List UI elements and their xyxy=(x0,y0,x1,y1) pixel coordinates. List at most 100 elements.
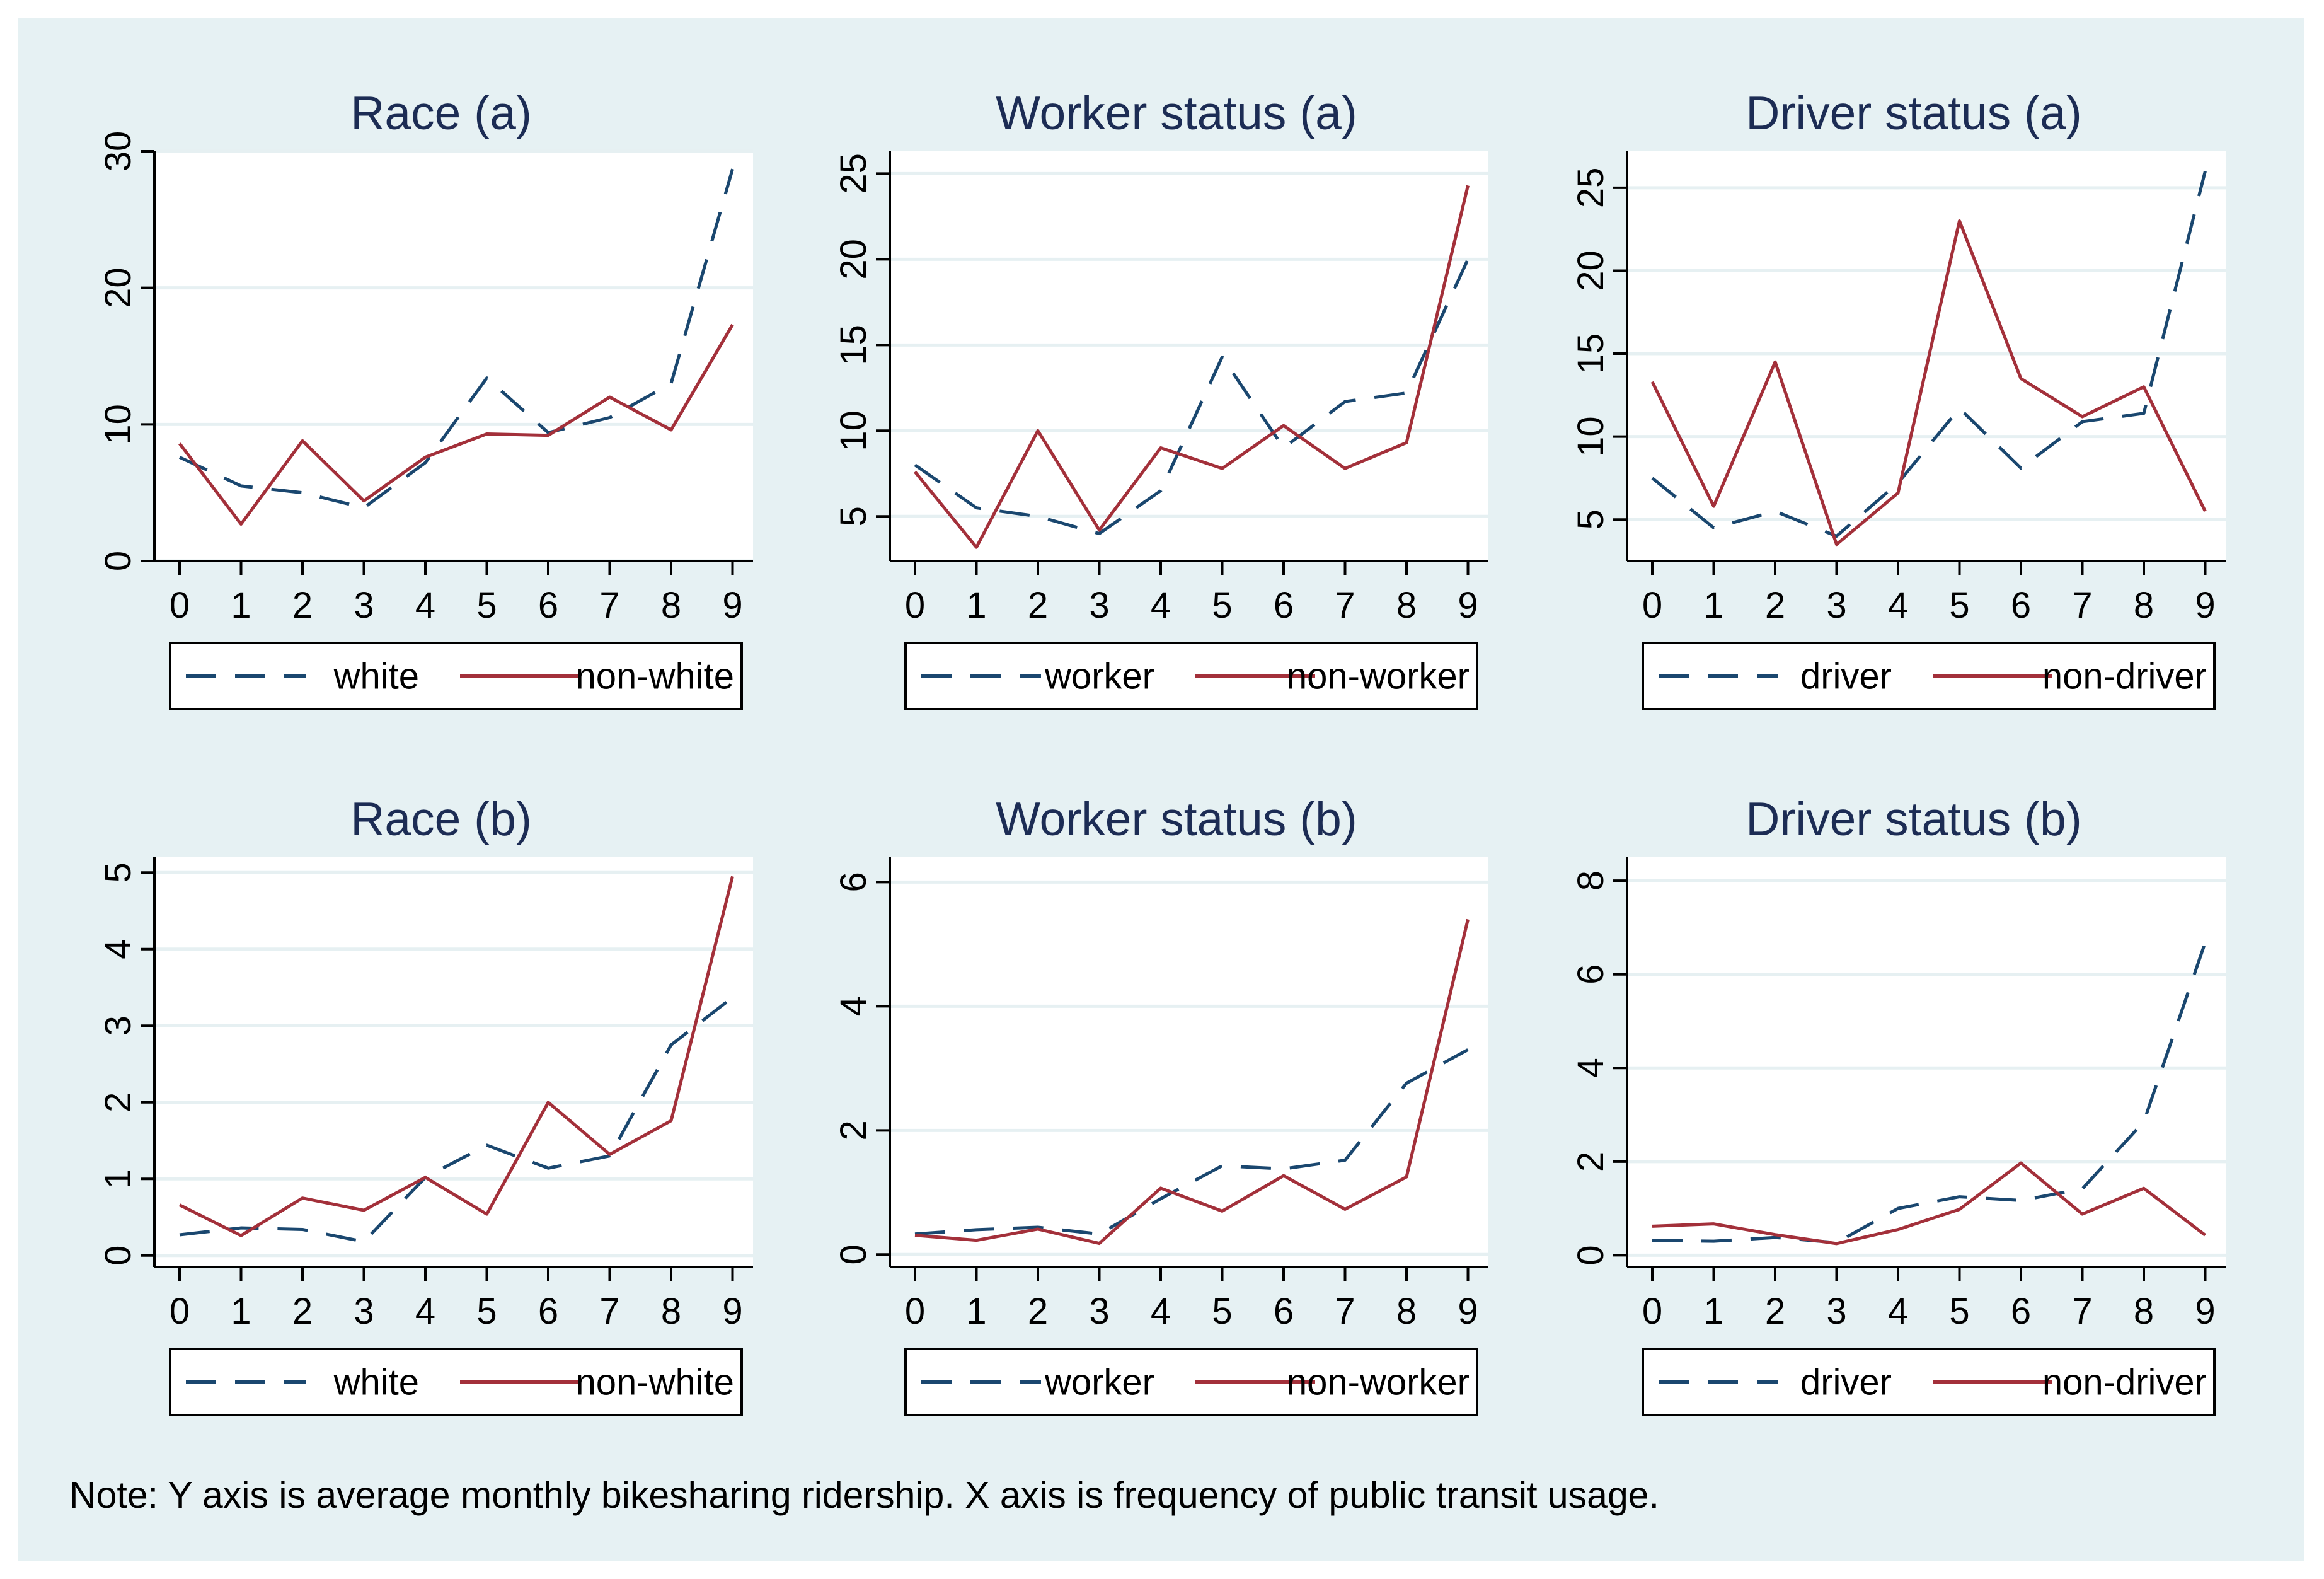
y-tick-label: 5 xyxy=(1570,509,1611,529)
x-tick-label: 1 xyxy=(231,1291,251,1332)
chart-title: Race (b) xyxy=(350,792,532,845)
x-tick-label: 9 xyxy=(722,585,742,626)
x-tick-label: 9 xyxy=(722,1291,742,1332)
y-tick-label: 2 xyxy=(98,1092,139,1113)
chart-title: Driver status (b) xyxy=(1746,792,2081,845)
x-tick-label: 5 xyxy=(1949,585,1969,626)
y-tick-label: 15 xyxy=(1570,333,1611,374)
legend-label: driver xyxy=(1800,656,1892,697)
x-tick-label: 3 xyxy=(354,1291,374,1332)
x-tick-label: 4 xyxy=(1888,585,1908,626)
x-tick-label: 2 xyxy=(1028,1291,1048,1332)
plot-area xyxy=(890,857,1488,1267)
y-tick-label: 0 xyxy=(833,1244,874,1264)
x-tick-label: 3 xyxy=(1826,1291,1846,1332)
plot-area xyxy=(1627,151,2226,561)
plot-area xyxy=(154,151,753,561)
x-tick-label: 8 xyxy=(1396,1291,1417,1332)
x-tick-label: 2 xyxy=(1028,585,1048,626)
y-tick-label: 4 xyxy=(833,996,874,1016)
x-tick-label: 0 xyxy=(170,1291,190,1332)
x-tick-label: 4 xyxy=(415,585,435,626)
y-tick-label: 5 xyxy=(833,506,874,526)
series-line-non-worker xyxy=(914,185,1470,549)
x-tick-label: 0 xyxy=(1642,585,1662,626)
legend: worker non-worker xyxy=(904,1348,1478,1416)
series-line-non-driver xyxy=(1652,1161,2207,1246)
x-tick-label: 4 xyxy=(1151,585,1171,626)
y-tick-label: 10 xyxy=(833,410,874,451)
x-tick-label: 7 xyxy=(2072,585,2092,626)
legend-box xyxy=(904,1348,1478,1416)
y-tick-label: 20 xyxy=(1570,250,1611,291)
x-tick-label: 6 xyxy=(1274,1291,1294,1332)
chart-title: Worker status (a) xyxy=(996,86,1357,139)
legend-box xyxy=(904,642,1478,710)
y-tick-label: 0 xyxy=(98,1246,139,1266)
y-tick-label: 4 xyxy=(98,939,139,959)
x-tick-label: 5 xyxy=(476,1291,497,1332)
x-tick-label: 9 xyxy=(1458,585,1478,626)
legend-label: non-driver xyxy=(2042,656,2207,697)
y-tick-label: 2 xyxy=(1570,1152,1611,1172)
y-tick-label: 10 xyxy=(1570,416,1611,457)
y-tick-label: 25 xyxy=(833,153,874,194)
y-tick-label: 20 xyxy=(833,239,874,280)
y-tick-label: 8 xyxy=(1570,870,1611,891)
legend-label: non-white xyxy=(576,656,734,697)
legend-label: white xyxy=(333,1362,419,1403)
x-tick-label: 7 xyxy=(599,585,619,626)
x-tick-label: 7 xyxy=(1335,1291,1355,1332)
series-line-non-white xyxy=(178,876,734,1237)
legend-label: driver xyxy=(1800,1362,1892,1403)
x-tick-label: 2 xyxy=(292,1291,313,1332)
x-tick-label: 2 xyxy=(1765,585,1785,626)
series-line-driver xyxy=(1651,170,2207,538)
legend-label: non-white xyxy=(576,1362,734,1403)
legend: driver non-driver xyxy=(1642,1348,2216,1416)
x-tick-label: 1 xyxy=(966,585,986,626)
x-tick-label: 8 xyxy=(661,1291,681,1332)
legend-label: non-driver xyxy=(2042,1362,2207,1403)
series-line-worker xyxy=(914,1048,1469,1236)
legend-label: worker xyxy=(1044,1362,1154,1403)
y-tick-label: 0 xyxy=(98,551,139,571)
legend-box xyxy=(169,642,743,710)
x-tick-label: 7 xyxy=(2072,1291,2092,1332)
x-tick-label: 0 xyxy=(905,1291,925,1332)
x-tick-label: 6 xyxy=(2011,585,2031,626)
plot-area xyxy=(890,151,1488,561)
plot-area xyxy=(154,857,753,1267)
x-tick-label: 6 xyxy=(538,1291,558,1332)
legend: worker non-worker xyxy=(904,642,1478,710)
y-tick-label: 0 xyxy=(1570,1245,1611,1265)
plot-area xyxy=(1627,857,2226,1267)
series-line-non-worker xyxy=(914,918,1470,1246)
x-tick-label: 6 xyxy=(2011,1291,2031,1332)
legend: white non-white xyxy=(169,642,743,710)
x-tick-label: 7 xyxy=(599,1291,619,1332)
x-tick-label: 8 xyxy=(2134,585,2154,626)
x-tick-label: 3 xyxy=(1089,585,1109,626)
series-line-white xyxy=(178,168,734,509)
y-tick-label: 6 xyxy=(833,872,874,892)
x-tick-label: 1 xyxy=(966,1291,986,1332)
y-tick-label: 1 xyxy=(98,1169,139,1189)
x-tick-label: 3 xyxy=(354,585,374,626)
y-tick-label: 2 xyxy=(833,1120,874,1140)
legend-box xyxy=(169,1348,743,1416)
x-tick-label: 5 xyxy=(1949,1291,1969,1332)
x-tick-label: 3 xyxy=(1089,1291,1109,1332)
x-tick-label: 6 xyxy=(1274,585,1294,626)
y-tick-label: 3 xyxy=(98,1015,139,1036)
x-tick-label: 1 xyxy=(1703,1291,1723,1332)
x-tick-label: 9 xyxy=(2195,585,2215,626)
x-tick-label: 0 xyxy=(905,585,925,626)
x-tick-label: 8 xyxy=(661,585,681,626)
